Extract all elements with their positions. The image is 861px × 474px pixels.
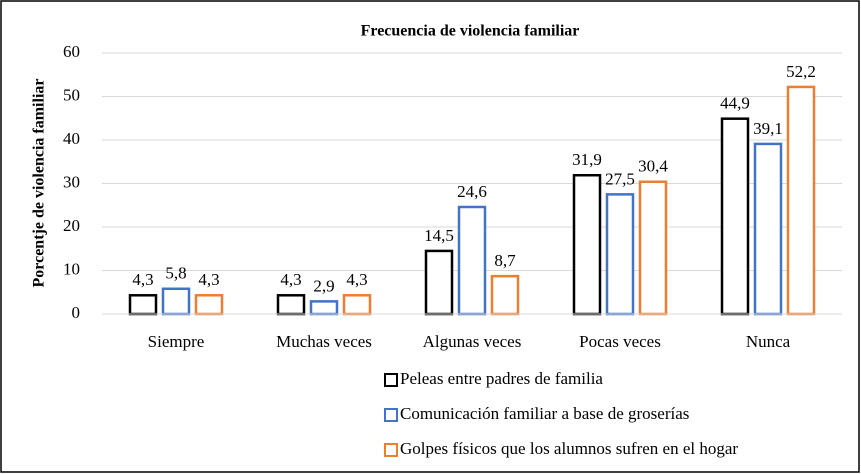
x-tick-label: Pocas veces xyxy=(579,332,661,351)
x-tick-label: Siempre xyxy=(148,332,205,351)
data-label: 30,4 xyxy=(638,157,668,176)
data-label: 52,2 xyxy=(786,62,816,81)
bar xyxy=(457,205,487,316)
legend-swatch xyxy=(384,373,398,387)
y-axis-label: Porcentje de violencia familiar xyxy=(31,79,48,288)
bar xyxy=(572,173,602,316)
data-label: 4,3 xyxy=(280,270,301,289)
bar xyxy=(753,142,783,316)
chart-title: Frecuencia de violencia familiar xyxy=(361,23,580,40)
bar xyxy=(605,193,635,316)
data-label: 2,9 xyxy=(313,276,334,295)
legend-swatch xyxy=(384,408,398,422)
legend-label: Golpes físicos que los alumnos sufren en… xyxy=(400,439,738,458)
data-label: 27,5 xyxy=(605,169,635,188)
bar xyxy=(309,300,339,316)
bar xyxy=(638,180,668,316)
data-label: 39,1 xyxy=(753,119,783,138)
y-tick-label: 10 xyxy=(63,259,80,278)
y-tick-label: 40 xyxy=(63,129,80,148)
bar xyxy=(786,85,816,316)
data-label: 4,3 xyxy=(198,270,219,289)
y-tick-label: 20 xyxy=(63,216,80,235)
data-label: 14,5 xyxy=(424,226,454,245)
bar xyxy=(424,249,454,316)
bar xyxy=(342,294,372,316)
x-tick-label: Algunas veces xyxy=(423,332,522,351)
data-label: 8,7 xyxy=(494,251,516,270)
data-label: 4,3 xyxy=(132,270,153,289)
y-tick-label: 30 xyxy=(63,172,80,191)
y-tick-label: 60 xyxy=(63,42,80,61)
bar xyxy=(194,294,224,316)
data-label: 5,8 xyxy=(165,264,186,283)
data-label: 4,3 xyxy=(346,270,367,289)
bar xyxy=(161,287,191,316)
legend-label: Comunicación familiar a base de grosería… xyxy=(400,404,689,423)
bar xyxy=(276,294,306,316)
y-tick-label: 50 xyxy=(63,85,80,104)
bar xyxy=(720,117,750,316)
legend-swatch xyxy=(384,443,398,457)
bar xyxy=(128,294,158,316)
data-label: 44,9 xyxy=(720,94,750,113)
x-tick-label: Muchas veces xyxy=(276,332,372,351)
bar xyxy=(490,274,520,316)
data-label: 31,9 xyxy=(572,150,602,169)
data-label: 24,6 xyxy=(457,182,487,201)
y-tick-label: 0 xyxy=(72,303,81,322)
legend-label: Peleas entre padres de familia xyxy=(400,369,603,388)
x-tick-label: Nunca xyxy=(746,332,791,351)
